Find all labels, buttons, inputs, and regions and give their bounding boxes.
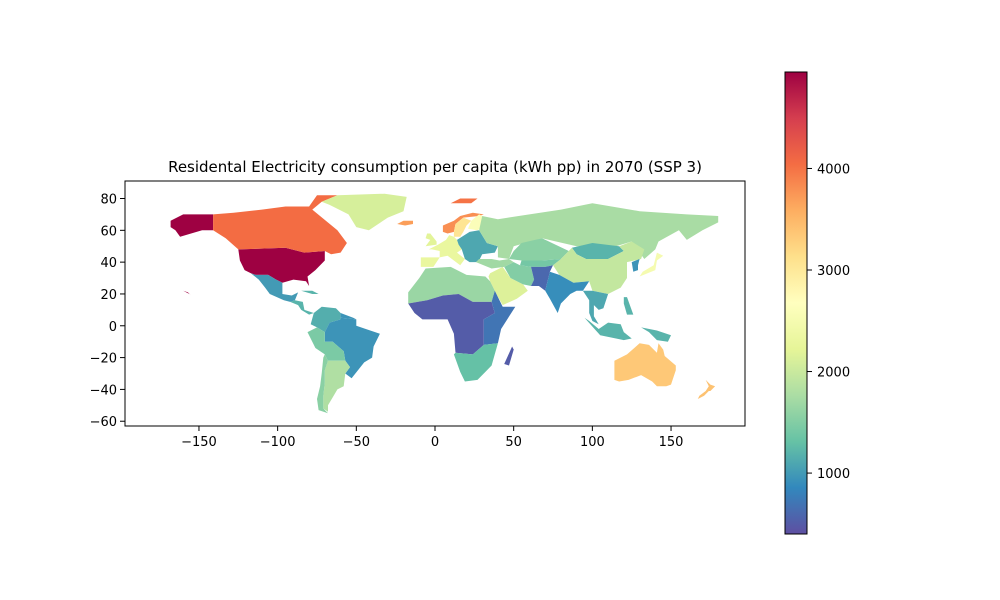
region-iran [504, 262, 535, 286]
chart-title: Residental Electricity consumption per c… [168, 158, 702, 176]
region-colombia-and-venezuela [310, 306, 341, 333]
x-tick-label: 0 [431, 435, 439, 450]
region-southeast-asia [582, 290, 609, 325]
region-pakistan-and-afghanistan [531, 265, 553, 291]
x-tick-label: −50 [343, 435, 370, 450]
region-sweden [453, 217, 472, 237]
colorbar-axis: 1000 2000 3000 4000 [807, 162, 850, 482]
region-papua [641, 327, 671, 342]
region-finland [468, 214, 483, 231]
region-china [553, 241, 645, 294]
colorbar-tick-label: 3000 [817, 264, 850, 279]
y-tick-label: −40 [90, 383, 117, 398]
colorbar-tick-label: 2000 [817, 366, 850, 381]
x-tick-label: 50 [505, 435, 522, 450]
region-madagascar [504, 346, 514, 366]
x-tick-label: 150 [659, 435, 684, 450]
region-alaska [170, 214, 214, 237]
region-iceland [397, 220, 413, 226]
region-guianas [340, 313, 357, 320]
region-sub-saharan-africa [408, 294, 495, 355]
region-south-asia [545, 271, 590, 313]
colorbar-tick-label: 4000 [817, 162, 850, 177]
x-tick-label: 100 [580, 435, 605, 450]
region-western-europe [420, 235, 465, 267]
region-central-america [290, 300, 314, 315]
y-tick-label: 80 [100, 193, 117, 208]
region-indonesia [584, 317, 632, 341]
x-tick-label: −150 [181, 435, 217, 450]
region-australia [614, 343, 676, 387]
region-hawaii [183, 290, 192, 296]
colorbar-tick-label: 1000 [817, 467, 850, 482]
region-japan [639, 252, 664, 277]
region-eastern-europe [457, 230, 498, 263]
x-tick-label: −100 [260, 435, 296, 450]
region-greenland [321, 193, 407, 231]
region-philippines [623, 297, 634, 315]
y-tick-label: −20 [90, 352, 117, 367]
region-united-states [238, 247, 325, 286]
region-peru-and-bolivia [307, 327, 346, 361]
y-tick-label: 0 [109, 320, 117, 335]
map-regions [170, 193, 719, 414]
region-united-kingdom [425, 233, 437, 247]
region-mongolia [571, 243, 624, 259]
y-axis: −60 −40 −20 0 20 40 60 80 [90, 193, 125, 430]
y-tick-label: 60 [100, 224, 117, 239]
y-tick-label: 40 [100, 256, 117, 271]
y-tick-label: −60 [90, 415, 117, 430]
y-tick-label: 20 [100, 288, 117, 303]
region-middle-east [488, 266, 528, 306]
region-southern-africa [453, 343, 498, 382]
region-turkey-and-caucasus [475, 259, 514, 269]
region-korea [631, 259, 640, 272]
region-norway [442, 212, 484, 234]
x-axis: −150 −100 −50 0 50 100 150 [181, 426, 683, 450]
region-central-asia [520, 259, 561, 267]
region-canada [213, 195, 347, 255]
region-svalbard [450, 198, 478, 204]
region-north-africa [408, 266, 495, 304]
region-kazakhstan [509, 238, 569, 261]
region-caribbean [301, 290, 319, 294]
region-argentina [323, 360, 350, 412]
region-chile [317, 354, 328, 414]
region-russia [479, 203, 719, 259]
colorbar [784, 71, 808, 535]
region-new-zealand [697, 379, 716, 399]
region-east-africa [483, 290, 516, 345]
region-mexico [250, 273, 299, 302]
region-brazil [324, 317, 380, 379]
